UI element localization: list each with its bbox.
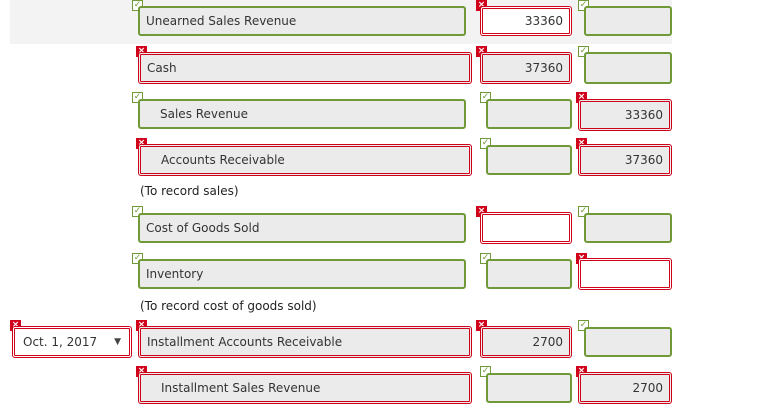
credit-field[interactable]	[578, 258, 672, 290]
correct-check-icon: ✓	[480, 253, 491, 264]
correct-check-icon: ✓	[132, 253, 143, 264]
correct-check-icon: ✓	[578, 0, 589, 11]
debit-field[interactable]: 33360	[480, 6, 572, 36]
debit-field[interactable]	[480, 212, 572, 244]
correct-check-icon: ✓	[578, 206, 589, 217]
account-field[interactable]: Accounts Receivable	[138, 144, 472, 176]
account-field[interactable]: Installment Accounts Receivable	[138, 326, 472, 358]
credit-field[interactable]	[584, 52, 672, 84]
debit-field[interactable]: 37360	[480, 52, 572, 84]
debit-field[interactable]	[486, 99, 572, 129]
credit-field[interactable]: 37360	[578, 144, 672, 176]
correct-check-icon: ✓	[480, 138, 491, 149]
debit-field[interactable]	[486, 373, 572, 403]
credit-field[interactable]	[584, 6, 672, 36]
debit-field[interactable]	[486, 145, 572, 175]
credit-field[interactable]: 2700	[578, 372, 672, 404]
debit-field[interactable]: 2700	[480, 326, 572, 358]
credit-field[interactable]	[584, 327, 672, 357]
account-field[interactable]: Sales Revenue	[138, 99, 466, 129]
date-select[interactable]: Oct. 1, 2017 ▼	[12, 326, 132, 358]
account-field[interactable]: Unearned Sales Revenue	[138, 6, 466, 36]
account-field[interactable]: Installment Sales Revenue	[138, 372, 472, 404]
note-record-sales: (To record sales)	[140, 184, 239, 198]
debit-field[interactable]	[486, 259, 572, 289]
correct-check-icon: ✓	[132, 0, 143, 11]
account-field[interactable]: Cash	[138, 52, 472, 84]
account-field[interactable]: Cost of Goods Sold	[138, 213, 466, 243]
credit-field[interactable]	[584, 213, 672, 243]
correct-check-icon: ✓	[132, 92, 143, 103]
credit-field[interactable]: 33360	[578, 99, 672, 131]
correct-check-icon: ✓	[578, 320, 589, 331]
chevron-down-icon: ▼	[114, 337, 121, 347]
correct-check-icon: ✓	[480, 366, 491, 377]
correct-check-icon: ✓	[132, 206, 143, 217]
date-select-value: Oct. 1, 2017	[23, 335, 98, 349]
account-field[interactable]: Inventory	[138, 259, 466, 289]
note-record-cogs: (To record cost of goods sold)	[140, 299, 317, 313]
correct-check-icon: ✓	[578, 46, 589, 57]
correct-check-icon: ✓	[480, 92, 491, 103]
